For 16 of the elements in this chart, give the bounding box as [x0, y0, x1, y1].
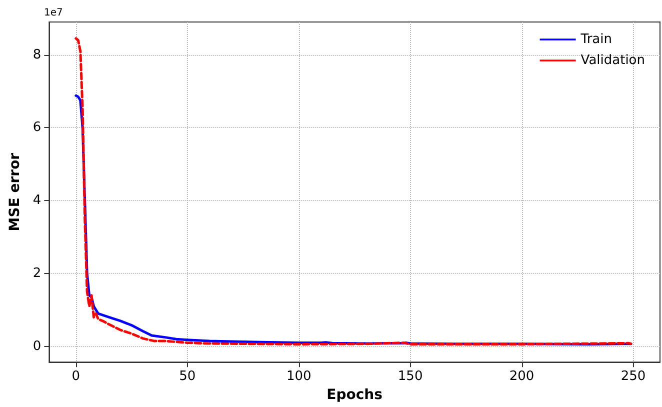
x-tick-label: 0	[72, 369, 80, 384]
x-tick-label: 150	[398, 369, 423, 384]
y-tick-label: 2	[32, 266, 42, 282]
x-axis-title: Epochs	[326, 387, 382, 403]
legend-label: Train	[580, 32, 612, 47]
x-tick-label: 250	[620, 369, 646, 384]
x-tick-label: 200	[509, 369, 534, 384]
x-tick-label: 100	[286, 369, 312, 384]
legend-label: Validation	[580, 53, 646, 68]
y-tick-label: 6	[32, 120, 42, 136]
x-tick-label: 50	[179, 369, 196, 384]
y-axis-title: MSE error	[7, 152, 23, 232]
y-tick-label: 4	[32, 193, 42, 208]
y-tick-label: 0	[32, 338, 42, 354]
text: 1e7	[44, 8, 63, 18]
y-tick-label: 8	[32, 47, 42, 62]
